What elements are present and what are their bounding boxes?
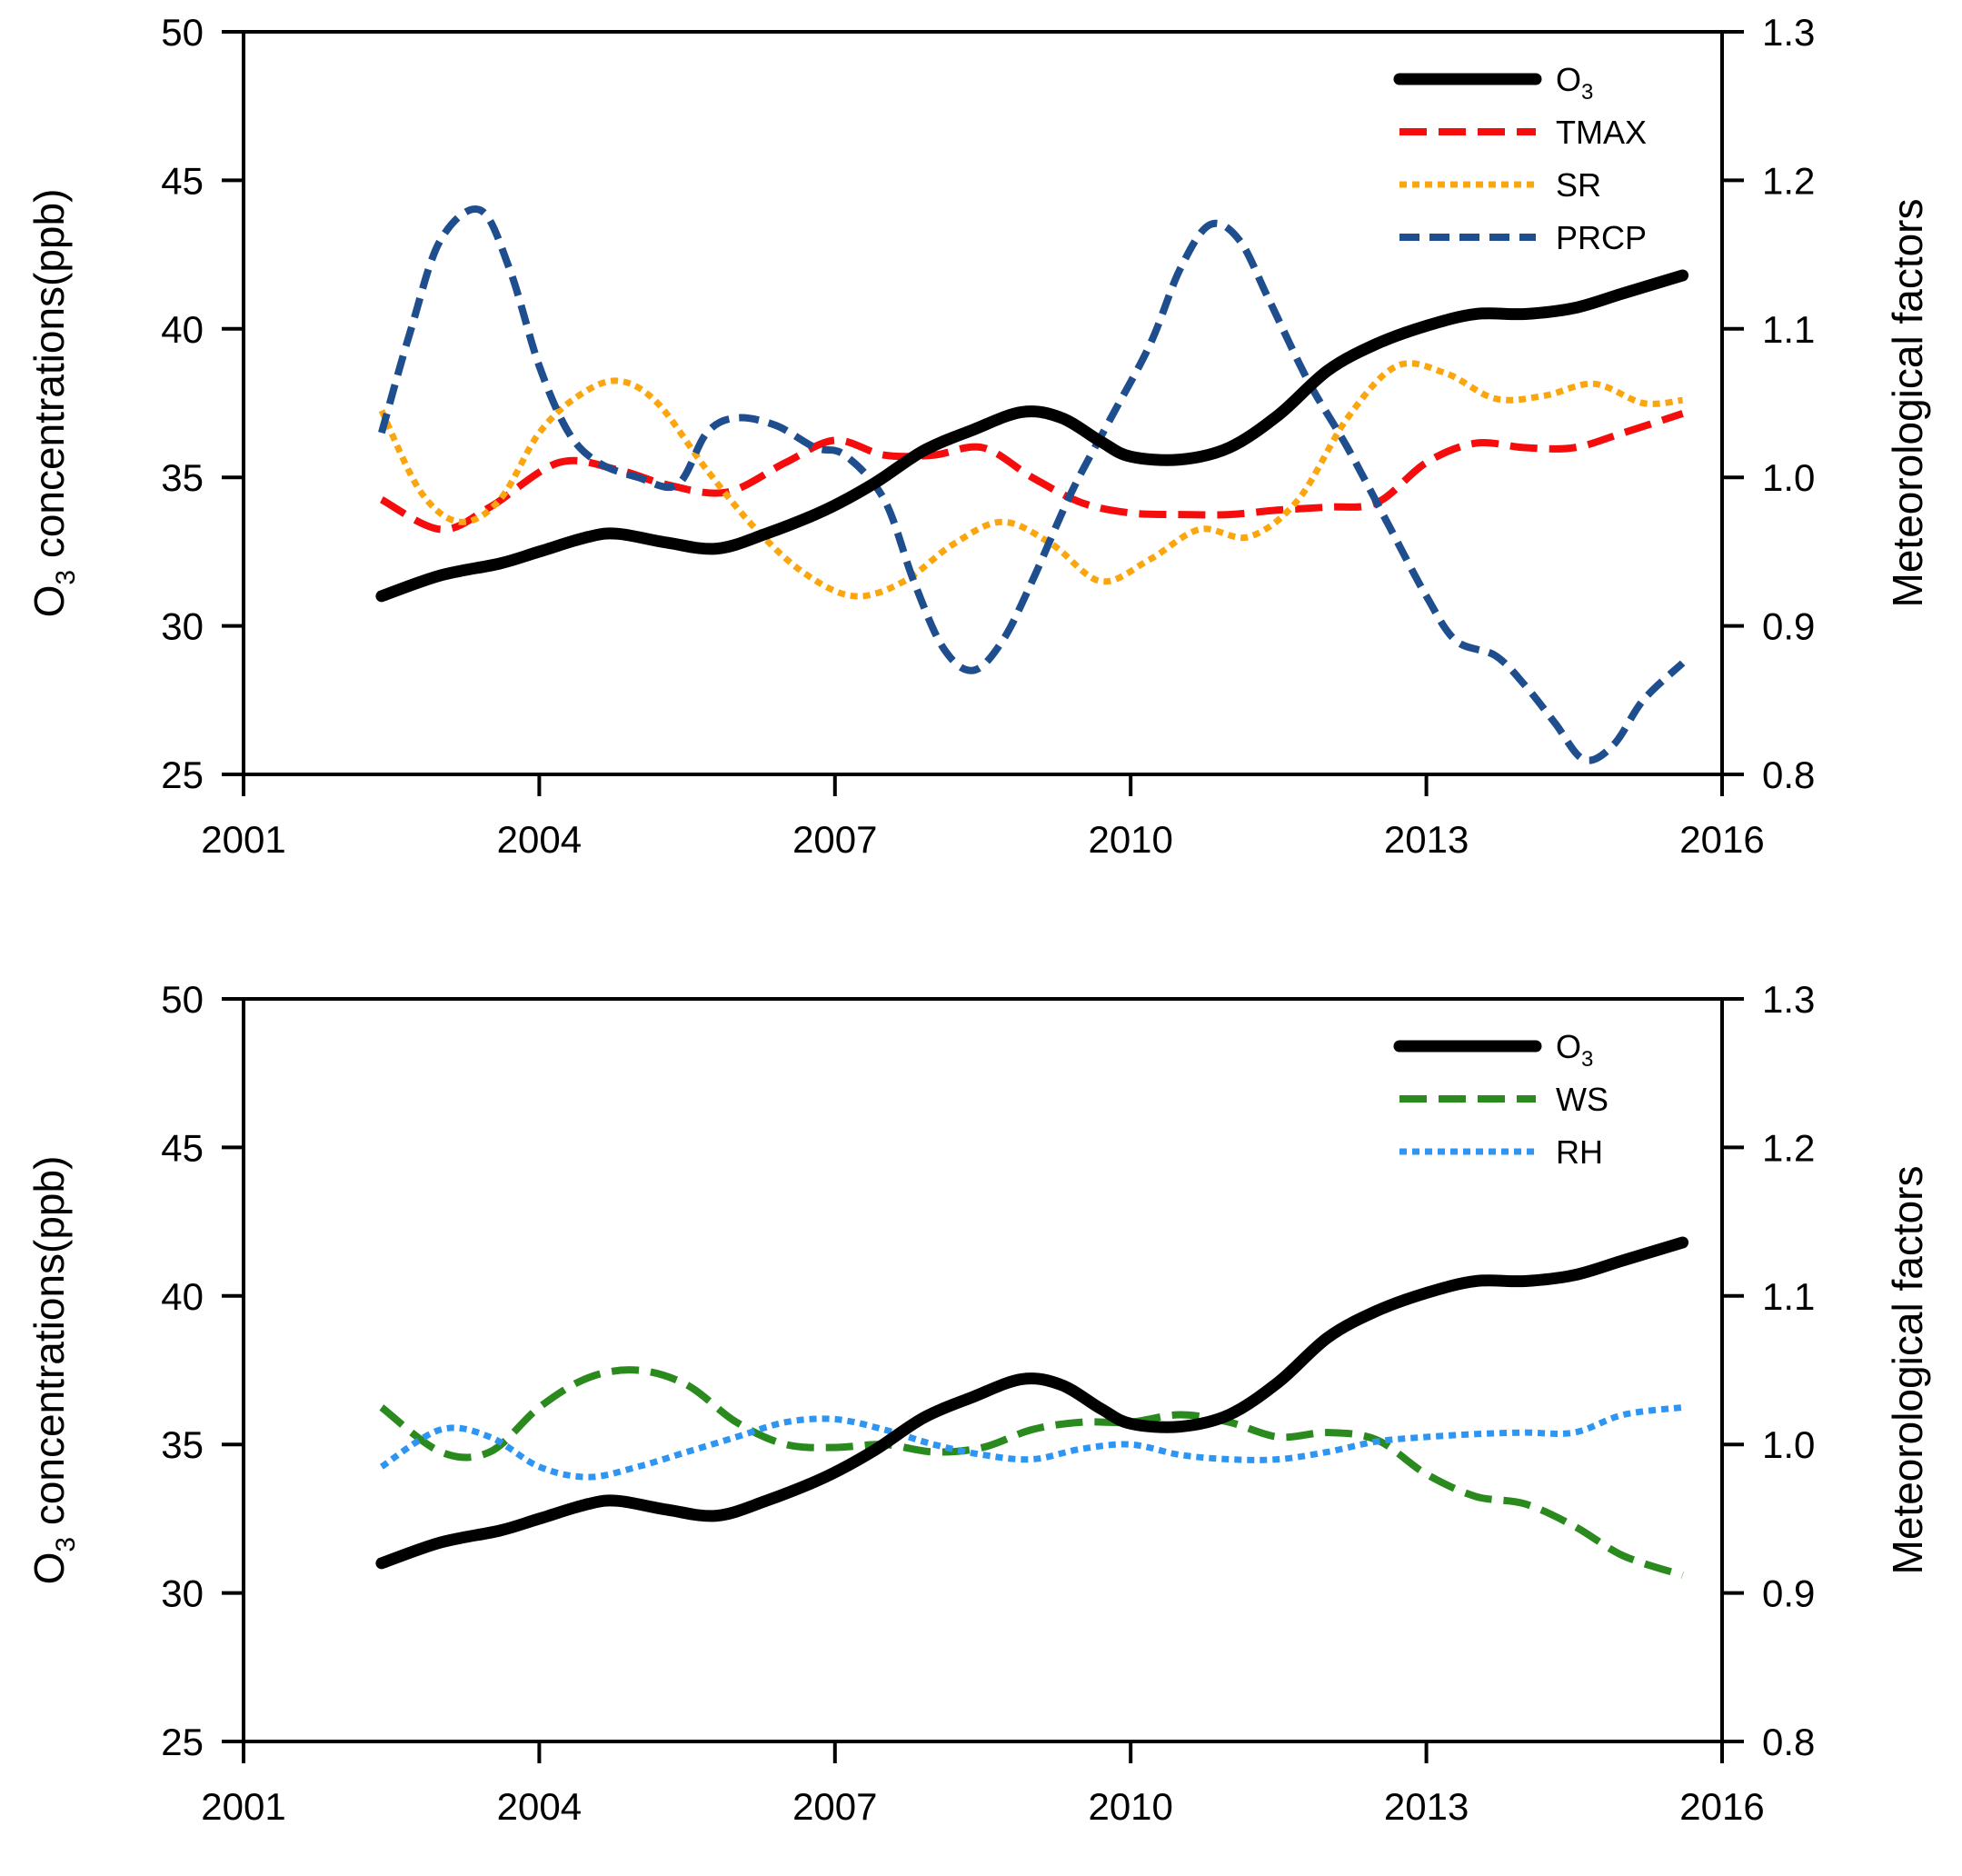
- x-tick-label: 2007: [792, 818, 877, 861]
- y-left-tick-label: 35: [161, 1423, 204, 1466]
- legend-label-o3: O3: [1556, 61, 1593, 105]
- y-left-tick-label: 30: [161, 605, 204, 648]
- y-left-tick-label: 30: [161, 1572, 204, 1615]
- legend-label-rh: RH: [1556, 1133, 1603, 1171]
- y-right-tick-label: 1.3: [1762, 11, 1815, 54]
- x-tick-label: 2013: [1384, 818, 1469, 861]
- y-left-axis-title-prefix: O: [25, 585, 73, 618]
- series-line-o3: [375, 1236, 1689, 1570]
- x-tick-label: 2016: [1679, 818, 1764, 861]
- y-left-tick-label: 40: [161, 308, 204, 351]
- y-right-tick-label: 1.2: [1762, 1126, 1815, 1169]
- y-left-tick-label: 25: [161, 753, 204, 796]
- y-left-axis-title: O3 concentrations(ppb): [25, 1156, 81, 1585]
- y-left-axis-title-sub: 3: [51, 570, 81, 585]
- series-line-o3: [375, 269, 1689, 603]
- y-left-axis-title-sub: 3: [51, 1537, 81, 1552]
- legend-label-o3: O3: [1556, 1028, 1593, 1072]
- series-line-ws: [379, 1366, 1684, 1579]
- y-left-tick-label: 45: [161, 159, 204, 202]
- x-tick-label: 2010: [1088, 1785, 1172, 1828]
- legend-label-main: WS: [1556, 1081, 1608, 1118]
- y-left-tick-label: 35: [161, 456, 204, 499]
- y-left-axis-title-suffix: concentrations(ppb): [25, 189, 73, 570]
- legend-label-prcp: PRCP: [1556, 219, 1647, 256]
- y-left-tick-label: 45: [161, 1126, 204, 1169]
- x-tick-label: 2016: [1679, 1785, 1764, 1828]
- y-right-tick-label: 1.1: [1762, 308, 1815, 351]
- x-tick-label: 2001: [201, 818, 285, 861]
- y-right-tick-label: 0.8: [1762, 753, 1815, 796]
- y-right-tick-label: 1.0: [1762, 456, 1815, 499]
- y-left-tick-label: 50: [161, 978, 204, 1021]
- y-left-axis-title-prefix: O: [25, 1552, 73, 1585]
- y-right-tick-label: 1.2: [1762, 159, 1815, 202]
- series-line-sr: [378, 360, 1684, 600]
- x-tick-label: 2004: [497, 818, 582, 861]
- y-right-tick-label: 1.3: [1762, 978, 1815, 1021]
- x-tick-label: 2013: [1384, 1785, 1469, 1828]
- plot-frame: [242, 997, 1724, 1743]
- legend-label-tmax: TMAX: [1556, 114, 1647, 151]
- y-left-axis-title-suffix: concentrations(ppb): [25, 1156, 73, 1537]
- series-line-tmax: [379, 410, 1684, 534]
- chart-panel-bottom: 2001 2004 2007 2010 2013 2016 25 30 35 40 45 50 0.8 0…: [25, 978, 1931, 1828]
- series-line-prcp: [378, 205, 1686, 764]
- x-tick-label: 2001: [201, 1785, 285, 1828]
- legend-label-main: PRCP: [1556, 219, 1647, 256]
- series-group: [375, 1236, 1689, 1579]
- series-group: [375, 205, 1689, 764]
- y-right-axis-title: Meteorological factors: [1884, 199, 1931, 608]
- legend-label-sub: 3: [1581, 80, 1593, 105]
- chart-panel-top: 2001 2004 2007 2010 2013 2016 25 30 35 40 45 50 0.8 0…: [25, 11, 1931, 861]
- legend-label-main: SR: [1556, 166, 1601, 204]
- y-left-tick-label: 25: [161, 1721, 204, 1763]
- y-right-tick-label: 0.8: [1762, 1721, 1815, 1763]
- y-left-axis-title: O3 concentrations(ppb): [25, 189, 81, 618]
- y-right-tick-label: 1.0: [1762, 1423, 1815, 1466]
- y-right-tick-label: 1.1: [1762, 1275, 1815, 1318]
- y-right-axis-title: Meteorological factors: [1884, 1166, 1931, 1575]
- legend-label-main: RH: [1556, 1133, 1603, 1171]
- series-line-rh: [379, 1403, 1684, 1481]
- x-tick-label: 2004: [497, 1785, 582, 1828]
- legend-label-ws: WS: [1556, 1081, 1608, 1118]
- legend-label-sub: 3: [1581, 1047, 1593, 1072]
- legend-label-sr: SR: [1556, 166, 1601, 204]
- x-tick-label: 2007: [792, 1785, 877, 1828]
- x-tick-label: 2010: [1088, 818, 1172, 861]
- plot-frame: [242, 30, 1724, 776]
- legend-label-main: O: [1556, 61, 1581, 98]
- y-right-tick-label: 0.9: [1762, 605, 1815, 648]
- y-left-tick-label: 50: [161, 11, 204, 54]
- y-left-tick-label: 40: [161, 1275, 204, 1318]
- legend-label-main: O: [1556, 1028, 1581, 1065]
- y-right-tick-label: 0.9: [1762, 1572, 1815, 1615]
- legend-label-main: TMAX: [1556, 114, 1647, 151]
